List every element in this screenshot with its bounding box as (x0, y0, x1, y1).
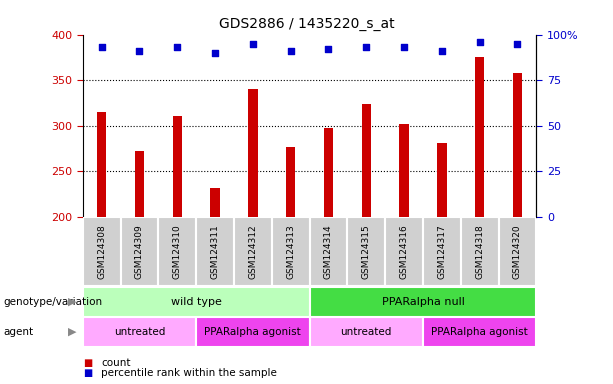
Text: GSM124309: GSM124309 (135, 224, 144, 279)
Bar (310, 217, 348, 286)
Bar (362, 104, 371, 217)
Text: ▶: ▶ (67, 327, 76, 337)
Text: GSM124314: GSM124314 (324, 224, 333, 279)
Point (210, 50, 220, 56)
Bar (423, 317, 536, 347)
Text: GSM124318: GSM124318 (475, 224, 484, 279)
Bar (172, 116, 182, 217)
Bar (210, 188, 220, 217)
Text: ▶: ▶ (67, 297, 76, 307)
Text: ■: ■ (83, 368, 92, 378)
Text: wild type: wild type (171, 297, 221, 307)
Point (399, 44, 409, 50)
Bar (234, 217, 272, 286)
Bar (83, 287, 310, 317)
Bar (385, 217, 423, 286)
Bar (121, 217, 158, 286)
Bar (196, 317, 310, 347)
Bar (324, 127, 333, 217)
Point (248, 41, 257, 47)
Bar (310, 317, 423, 347)
Point (97, 44, 107, 50)
Text: PPARalpha null: PPARalpha null (381, 297, 465, 307)
Text: GSM124320: GSM124320 (513, 224, 522, 279)
Point (286, 48, 295, 54)
Bar (135, 151, 144, 217)
Bar (248, 89, 257, 217)
Bar (97, 112, 107, 217)
Text: percentile rank within the sample: percentile rank within the sample (101, 368, 277, 378)
Text: GSM124312: GSM124312 (248, 224, 257, 279)
Text: GSM124313: GSM124313 (286, 224, 295, 279)
Bar (83, 217, 121, 286)
Bar (272, 217, 310, 286)
Bar (158, 217, 196, 286)
Bar (310, 287, 536, 317)
Bar (423, 217, 461, 286)
Bar (437, 143, 447, 217)
Bar (475, 57, 484, 217)
Bar (498, 217, 536, 286)
Point (172, 44, 182, 50)
Text: PPARalpha agonist: PPARalpha agonist (205, 327, 301, 337)
Bar (399, 124, 409, 217)
Text: GSM124308: GSM124308 (97, 224, 106, 279)
Bar (286, 147, 295, 217)
Text: GSM124317: GSM124317 (437, 224, 446, 279)
Bar (196, 217, 234, 286)
Text: GSM124316: GSM124316 (400, 224, 409, 279)
Bar (348, 217, 385, 286)
Text: agent: agent (3, 327, 33, 337)
Text: ■: ■ (83, 358, 92, 368)
Point (134, 48, 145, 54)
Bar (461, 217, 498, 286)
Point (361, 44, 371, 50)
Text: untreated: untreated (114, 327, 165, 337)
Bar (83, 317, 196, 347)
Text: genotype/variation: genotype/variation (3, 297, 102, 307)
Text: GSM124310: GSM124310 (173, 224, 182, 279)
Bar (512, 73, 522, 217)
Point (475, 39, 485, 45)
Text: PPARalpha agonist: PPARalpha agonist (432, 327, 528, 337)
Point (437, 48, 447, 54)
Text: untreated: untreated (341, 327, 392, 337)
Text: GSM124311: GSM124311 (210, 224, 219, 279)
Point (512, 41, 522, 47)
Point (324, 46, 333, 52)
Text: GSM124315: GSM124315 (362, 224, 371, 279)
Text: GDS2886 / 1435220_s_at: GDS2886 / 1435220_s_at (219, 17, 394, 31)
Text: count: count (101, 358, 131, 368)
